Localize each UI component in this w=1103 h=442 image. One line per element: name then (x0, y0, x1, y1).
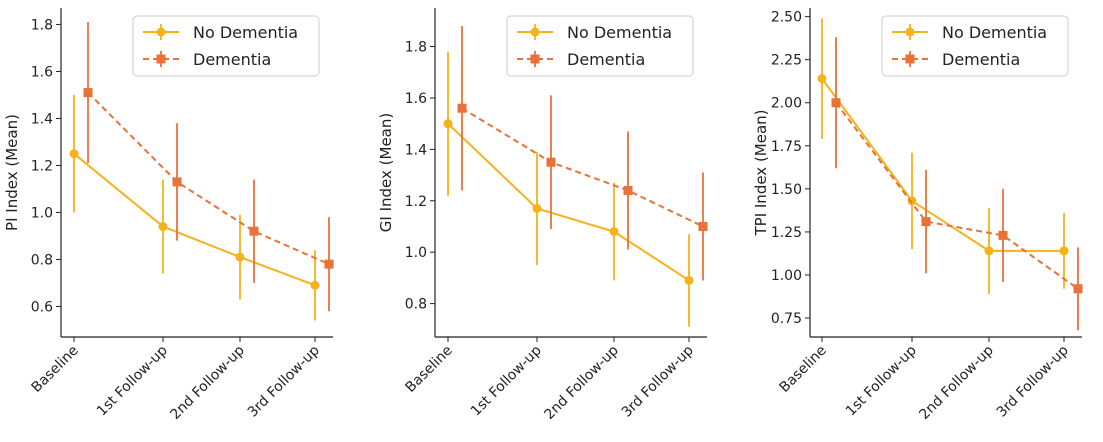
data-point (1059, 246, 1069, 256)
data-point (921, 217, 931, 227)
series-line (447, 122, 690, 282)
data-point (324, 259, 334, 269)
x-tick-label: 1st Follow-up (468, 342, 545, 419)
y-tick-label: 1.8 (31, 17, 53, 33)
x-tick-label: 3rd Follow-up (619, 342, 697, 420)
y-tick-label: 0.6 (31, 299, 53, 315)
legend-label: Dementia (193, 50, 271, 69)
y-tick-label: 1.0 (405, 245, 427, 261)
data-point (457, 103, 467, 113)
x-tick-label: 1st Follow-up (843, 342, 920, 419)
data-point (831, 98, 841, 108)
x-tick-label: 1st Follow-up (94, 342, 171, 419)
legend-marker (905, 54, 915, 64)
series-line (73, 152, 316, 287)
legend-marker (530, 27, 540, 37)
y-tick-label: 1.0 (31, 205, 53, 221)
y-tick-label: 1.50 (771, 182, 802, 198)
data-point (83, 88, 93, 98)
series-line (821, 78, 1064, 252)
data-point (532, 203, 542, 213)
y-axis-title: TPI Index (Mean) (752, 109, 770, 236)
y-axis-title: PI Index (Mean) (3, 114, 21, 231)
data-point (1073, 284, 1083, 294)
legend: No Dementia Dementia (506, 15, 694, 77)
data-point (998, 230, 1008, 240)
data-point (443, 119, 453, 129)
legend-label: Dementia (567, 50, 645, 69)
y-axis-title: GI Index (Mean) (377, 113, 395, 232)
data-point (817, 74, 827, 84)
y-tick-label: 1.4 (405, 142, 427, 158)
y-tick-label: 1.6 (31, 64, 53, 80)
series-line (87, 91, 330, 266)
y-tick-label: 1.75 (771, 139, 802, 155)
data-point (172, 177, 182, 187)
legend-label: Dementia (942, 50, 1020, 69)
x-tick-label: 2nd Follow-up (167, 342, 248, 423)
y-tick-label: 1.00 (771, 268, 802, 284)
x-tick-label: 3rd Follow-up (994, 342, 1072, 420)
data-point (684, 275, 694, 285)
legend-marker (156, 27, 166, 37)
y-tick-label: 1.2 (31, 158, 53, 174)
data-point (546, 157, 556, 167)
legend-label: No Dementia (567, 23, 672, 42)
data-point (235, 252, 245, 262)
data-point (698, 221, 708, 231)
data-point (310, 280, 320, 290)
legend-label: No Dementia (942, 23, 1047, 42)
data-point (249, 226, 259, 236)
series-line (461, 107, 704, 228)
legend-marker (530, 54, 540, 64)
data-point (609, 227, 619, 237)
legend-label: No Dementia (193, 23, 298, 42)
legend-frame (132, 15, 320, 77)
x-tick-label: Baseline (29, 343, 82, 396)
legend-frame (881, 15, 1069, 77)
x-tick-label: 2nd Follow-up (916, 342, 997, 423)
legend: No Dementia Dementia (881, 15, 1069, 77)
chart-panel-1: 0.6 0.8 1.0 1.2 1.4 1.6 1.8 PI Index (Mean) Base… (3, 8, 334, 423)
x-tick-label: Baseline (777, 343, 830, 396)
x-tick-label: 3rd Follow-up (245, 342, 323, 420)
y-tick-label: 2.50 (771, 10, 802, 26)
legend-frame (506, 15, 694, 77)
y-tick-label: 2.00 (771, 96, 802, 112)
y-tick-label: 2.25 (771, 53, 802, 69)
chart-panel-2: 0.8 1.0 1.2 1.4 1.6 1.8 GI Index (Mean) Baselin… (377, 8, 708, 423)
legend: No Dementia Dementia (132, 15, 320, 77)
data-point (158, 222, 168, 232)
x-tick-label: 2nd Follow-up (541, 342, 622, 423)
x-tick-label: Baseline (403, 343, 456, 396)
y-tick-label: 0.8 (31, 252, 53, 268)
data-point (69, 149, 79, 159)
chart-panel-3: 0.75 1.00 1.25 1.50 1.75 2.00 2.25 2.50 TPI Inde… (752, 8, 1083, 423)
y-tick-label: 1.2 (405, 194, 427, 210)
series-line (835, 102, 1079, 290)
y-tick-label: 0.8 (405, 297, 427, 313)
legend-marker (156, 54, 166, 64)
data-point (984, 246, 994, 256)
data-point (623, 185, 633, 195)
y-tick-label: 1.4 (31, 111, 53, 127)
y-tick-label: 1.25 (771, 225, 802, 241)
y-tick-label: 1.6 (405, 91, 427, 107)
data-point (907, 196, 917, 206)
y-tick-label: 1.8 (405, 40, 427, 56)
legend-marker (905, 27, 915, 37)
y-tick-label: 0.75 (771, 311, 802, 327)
